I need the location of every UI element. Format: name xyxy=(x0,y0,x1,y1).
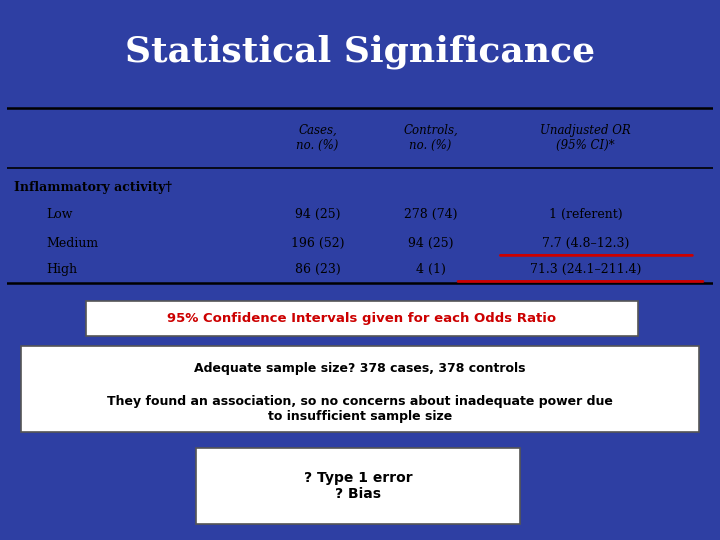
FancyBboxPatch shape xyxy=(22,346,698,432)
FancyBboxPatch shape xyxy=(196,448,521,524)
Text: 94 (25): 94 (25) xyxy=(408,237,454,250)
Text: 278 (74): 278 (74) xyxy=(404,208,457,221)
Text: Inflammatory activity†: Inflammatory activity† xyxy=(14,181,172,194)
Text: High: High xyxy=(46,263,77,276)
Text: Adequate sample size? 378 cases, 378 controls: Adequate sample size? 378 cases, 378 con… xyxy=(194,362,526,375)
Text: Statistical Significance: Statistical Significance xyxy=(125,35,595,69)
Text: Unadjusted OR
(95% CI)*: Unadjusted OR (95% CI)* xyxy=(541,124,631,152)
Text: 95% Confidence Intervals given for each Odds Ratio: 95% Confidence Intervals given for each … xyxy=(167,312,557,325)
Text: ? Type 1 error
? Bias: ? Type 1 error ? Bias xyxy=(304,471,413,501)
Text: Low: Low xyxy=(46,208,73,221)
Text: Controls,
no. (%): Controls, no. (%) xyxy=(403,124,458,152)
Text: Cases,
no. (%): Cases, no. (%) xyxy=(297,124,339,152)
Text: 1 (referent): 1 (referent) xyxy=(549,208,623,221)
Text: They found an association, so no concerns about inadequate power due
to insuffic: They found an association, so no concern… xyxy=(107,395,613,423)
Text: 86 (23): 86 (23) xyxy=(294,263,341,276)
Text: 7.7 (4.8–12.3): 7.7 (4.8–12.3) xyxy=(542,237,629,250)
Text: 4 (1): 4 (1) xyxy=(415,263,446,276)
Text: 94 (25): 94 (25) xyxy=(295,208,341,221)
FancyBboxPatch shape xyxy=(86,301,638,335)
Text: 196 (52): 196 (52) xyxy=(291,237,344,250)
Text: Medium: Medium xyxy=(46,237,98,250)
Text: 71.3 (24.1–211.4): 71.3 (24.1–211.4) xyxy=(530,263,642,276)
